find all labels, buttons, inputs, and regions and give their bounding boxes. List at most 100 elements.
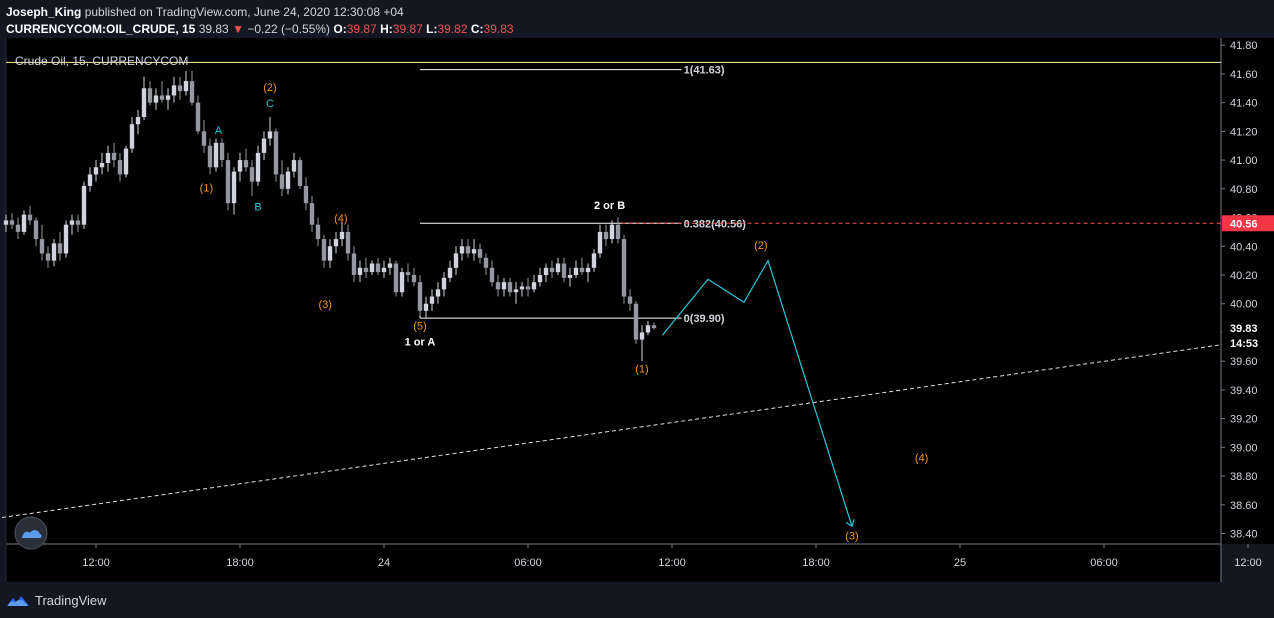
candle-body: [213, 142, 219, 168]
fib-retracement-drawing[interactable]: 1(41.63) 0.382(40.56) 0(39.90): [419, 65, 747, 325]
wave-label: (1): [635, 364, 648, 376]
candle-body: [621, 239, 627, 297]
candle-body: [165, 95, 171, 100]
symbol-line: CURRENCYCOM:OIL_CRUDE, 15 39.83 ▼ −0.22 …: [6, 22, 514, 36]
candle-body: [189, 81, 195, 103]
y-tick-label: 40.20: [1230, 270, 1258, 282]
current-price-tag: [1222, 320, 1274, 351]
candle-body: [33, 220, 39, 240]
candle-body: [201, 131, 207, 146]
candle-body: [645, 325, 651, 333]
y-tick-label: 41.20: [1230, 126, 1258, 138]
candle-body: [507, 282, 513, 293]
candle-body: [105, 152, 111, 163]
candle-body: [183, 81, 189, 92]
fib-level-label: 0(39.90): [684, 313, 725, 325]
wave-label: (2): [263, 82, 276, 94]
x-tick-label: 25: [954, 557, 966, 569]
candle-body: [39, 239, 45, 254]
price-tags: 40.56 39.83 14:53: [621, 215, 1274, 351]
wave-labels: (2) C A (1) B (4) (3) (5) 1 or A 2 or B (1) (2) (4) (…: [200, 82, 929, 542]
wave-label: A: [215, 125, 223, 137]
wave-label: 1 or A: [405, 336, 436, 348]
countdown-text: 14:53: [1230, 338, 1258, 350]
trendline-drawing[interactable]: [0, 332, 1274, 545]
x-tick-label: 06:00: [1090, 557, 1118, 569]
wave-label: (4): [334, 213, 347, 225]
y-tick-label: 39.00: [1230, 442, 1258, 454]
candle-body: [459, 246, 465, 254]
y-tick-label: 41.60: [1230, 69, 1258, 81]
wave-label: (4): [915, 453, 928, 465]
candle-body: [501, 282, 507, 290]
candle-body: [231, 171, 237, 204]
symbol-name[interactable]: CURRENCYCOM:OIL_CRUDE, 15: [6, 22, 196, 36]
y-tick-label: 40.80: [1230, 184, 1258, 196]
candle-body: [381, 267, 387, 273]
footer: TradingView: [0, 582, 1274, 618]
candle-body: [117, 160, 123, 175]
candle-body: [519, 286, 525, 290]
candle-body: [627, 296, 633, 304]
candle-body: [153, 95, 159, 103]
candle-body: [63, 224, 69, 254]
candle-body: [177, 85, 183, 92]
publish-line: Joseph_King published on TradingView.com…: [6, 5, 404, 19]
price-change: −0.22 (−0.55%): [247, 22, 331, 36]
candle-body: [69, 220, 75, 225]
fib-level-label: 0.382(40.56): [684, 218, 747, 230]
legend-title[interactable]: Crude Oil, 15, CURRENCYCOM: [15, 54, 188, 68]
candle-body: [411, 274, 417, 283]
x-tick-label: 06:00: [514, 557, 542, 569]
plot-background[interactable]: [6, 38, 1221, 544]
candle-body: [387, 263, 393, 268]
candle-body: [219, 142, 225, 161]
low-label: L:: [426, 22, 438, 36]
projection-path-drawing[interactable]: [661, 259, 855, 528]
candle-body: [633, 303, 639, 340]
candle-body: [81, 185, 87, 225]
candle-body: [429, 296, 435, 304]
candle-body: [351, 253, 357, 275]
y-tick-label: 38.40: [1230, 529, 1258, 541]
candle-body: [237, 160, 243, 172]
candle-body: [417, 282, 423, 311]
candle-body: [399, 272, 405, 293]
author-name[interactable]: Joseph_King: [6, 5, 82, 19]
candle-body: [345, 231, 351, 254]
candle-body: [651, 325, 657, 329]
candle-body: [273, 131, 279, 175]
x-tick-label: 18:00: [226, 557, 254, 569]
y-tick-label: 41.80: [1230, 40, 1258, 52]
candle-body: [255, 152, 261, 182]
candle-body: [567, 274, 573, 278]
price-axis[interactable]: [1221, 38, 1274, 544]
tradingview-brand[interactable]: TradingView: [6, 592, 107, 608]
candle-body: [603, 231, 609, 240]
wave-label: 2 or B: [594, 200, 625, 212]
x-tick-label: 12:00: [82, 557, 110, 569]
wave-label: C: [266, 98, 274, 110]
tradingview-watermark-icon: [14, 516, 48, 550]
candle-body: [261, 138, 267, 153]
candle-body: [15, 224, 21, 232]
time-axis[interactable]: [6, 544, 1221, 582]
projection-arrowhead: [845, 519, 855, 528]
candle-body: [333, 239, 339, 247]
candle-body: [405, 272, 411, 275]
low-value: 39.82: [437, 22, 468, 36]
published-text: published on TradingView.com, June 24, 2…: [84, 5, 404, 19]
price-chart[interactable]: 41.8041.6041.4041.2041.0040.8040.6040.40…: [0, 38, 1274, 582]
candle-body: [249, 167, 255, 182]
candle-body: [639, 332, 645, 340]
last-price: 39.83: [198, 22, 229, 36]
candle-body: [363, 267, 369, 273]
y-tick-label: 38.60: [1230, 500, 1258, 512]
candle-body: [561, 263, 567, 278]
tradingview-logo-icon: [7, 596, 29, 606]
y-axis-ticks: 41.8041.6041.4041.2041.0040.8040.6040.40…: [1221, 40, 1258, 541]
candle-body: [21, 214, 27, 232]
candle-body: [369, 263, 375, 273]
candle-series: [3, 71, 657, 362]
close-value: 39.83: [483, 22, 514, 36]
